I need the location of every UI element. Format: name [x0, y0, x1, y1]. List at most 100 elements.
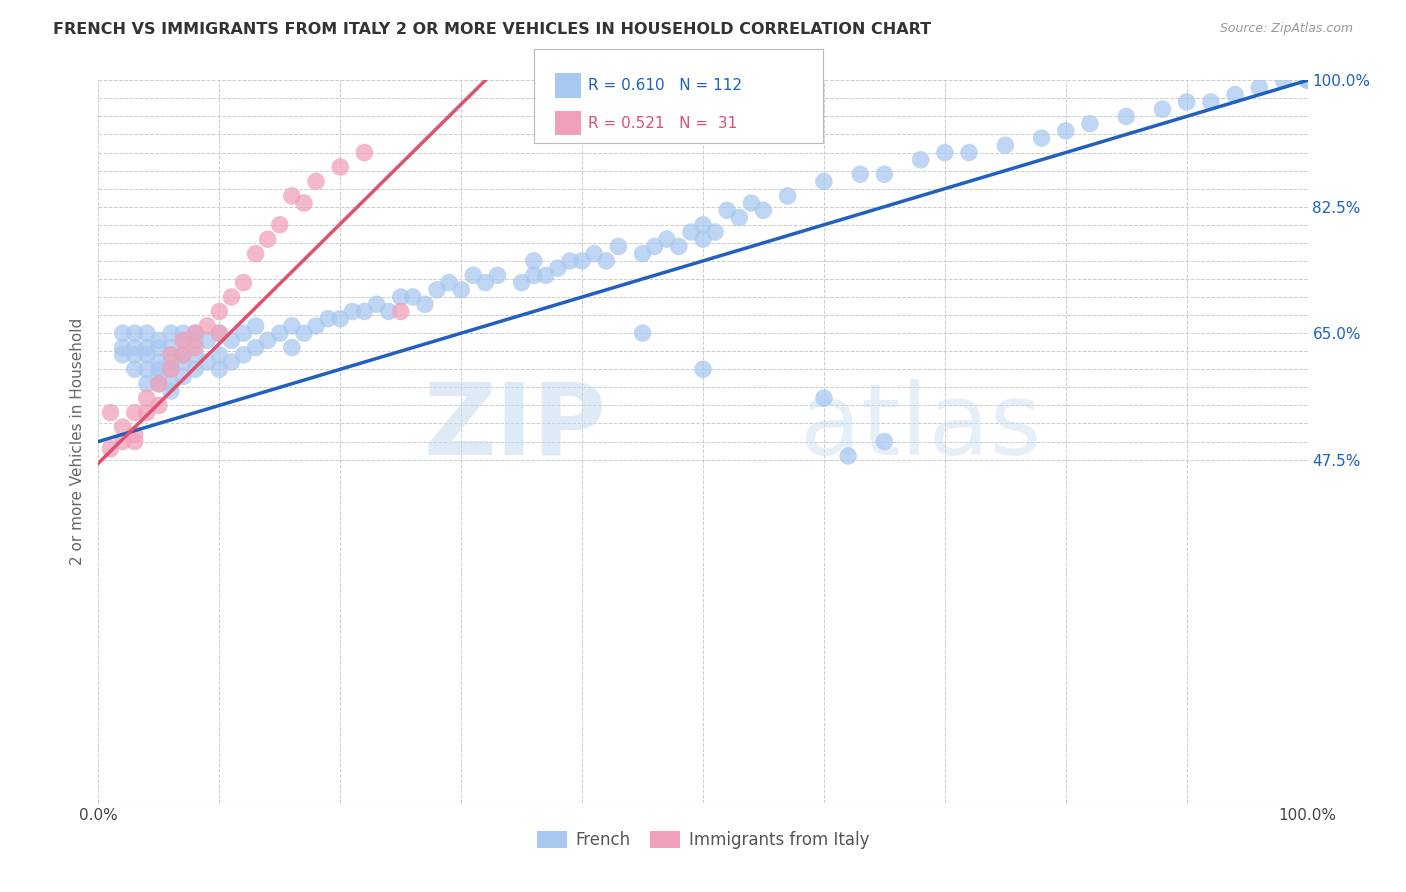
Point	[1175, 95, 1198, 109]
Point	[366, 297, 388, 311]
Point	[740, 196, 762, 211]
Point	[849, 167, 872, 181]
Point	[135, 391, 157, 405]
Point	[281, 318, 304, 333]
Point	[437, 276, 460, 290]
Point	[124, 341, 146, 355]
Point	[269, 218, 291, 232]
Point	[184, 362, 207, 376]
Point	[873, 434, 896, 449]
Point	[329, 160, 352, 174]
Point	[389, 290, 412, 304]
Point	[1296, 73, 1319, 87]
Point	[100, 442, 122, 456]
Point	[232, 348, 254, 362]
Point	[329, 311, 352, 326]
Point	[402, 290, 425, 304]
Point	[1249, 80, 1271, 95]
Point	[1115, 110, 1137, 124]
Point	[124, 427, 146, 442]
Point	[631, 246, 654, 260]
Point	[813, 174, 835, 188]
Point	[450, 283, 472, 297]
Point	[148, 369, 170, 384]
Point	[148, 334, 170, 348]
Point	[305, 318, 328, 333]
Point	[111, 341, 134, 355]
Point	[523, 268, 546, 283]
Point	[281, 341, 304, 355]
Point	[377, 304, 399, 318]
Point	[184, 326, 207, 340]
Point	[184, 326, 207, 340]
Point	[148, 376, 170, 391]
Point	[934, 145, 956, 160]
Point	[124, 434, 146, 449]
Point	[160, 341, 183, 355]
Point	[195, 318, 218, 333]
Point	[172, 334, 194, 348]
Point	[172, 369, 194, 384]
Point	[655, 232, 678, 246]
Point	[172, 334, 194, 348]
Point	[111, 348, 134, 362]
Point	[124, 362, 146, 376]
Point	[692, 232, 714, 246]
Point	[607, 239, 630, 253]
Point	[148, 341, 170, 355]
Point	[426, 283, 449, 297]
Text: R = 0.521   N =  31: R = 0.521 N = 31	[588, 115, 737, 130]
Point	[994, 138, 1017, 153]
Point	[111, 434, 134, 449]
Legend: French, Immigrants from Italy: French, Immigrants from Italy	[530, 824, 876, 856]
Point	[692, 362, 714, 376]
Point	[232, 326, 254, 340]
Point	[1199, 95, 1222, 109]
Point	[558, 253, 581, 268]
Point	[124, 326, 146, 340]
Point	[135, 348, 157, 362]
Point	[184, 341, 207, 355]
Point	[389, 304, 412, 318]
Point	[595, 253, 617, 268]
Point	[221, 334, 243, 348]
Y-axis label: 2 or more Vehicles in Household: 2 or more Vehicles in Household	[69, 318, 84, 566]
Point	[208, 326, 231, 340]
Point	[135, 376, 157, 391]
Text: R = 0.610   N = 112: R = 0.610 N = 112	[588, 78, 742, 94]
Point	[413, 297, 436, 311]
Point	[195, 355, 218, 369]
Point	[256, 334, 278, 348]
Point	[486, 268, 509, 283]
Point	[172, 348, 194, 362]
Point	[728, 211, 751, 225]
Point	[776, 189, 799, 203]
Point	[910, 153, 932, 167]
Point	[111, 420, 134, 434]
Point	[160, 362, 183, 376]
Point	[644, 239, 666, 253]
Point	[679, 225, 702, 239]
Point	[124, 348, 146, 362]
Point	[184, 334, 207, 348]
Point	[135, 362, 157, 376]
Point	[221, 355, 243, 369]
Point	[111, 326, 134, 340]
Text: ZIP: ZIP	[423, 378, 606, 475]
Point	[269, 326, 291, 340]
Point	[873, 167, 896, 181]
Point	[353, 304, 375, 318]
Point	[752, 203, 775, 218]
Point	[305, 174, 328, 188]
Point	[1152, 102, 1174, 116]
Point	[135, 406, 157, 420]
Point	[523, 253, 546, 268]
Point	[160, 326, 183, 340]
Point	[342, 304, 364, 318]
Point	[463, 268, 485, 283]
Point	[232, 276, 254, 290]
Point	[160, 362, 183, 376]
Point	[135, 341, 157, 355]
Point	[172, 355, 194, 369]
Point	[1078, 117, 1101, 131]
